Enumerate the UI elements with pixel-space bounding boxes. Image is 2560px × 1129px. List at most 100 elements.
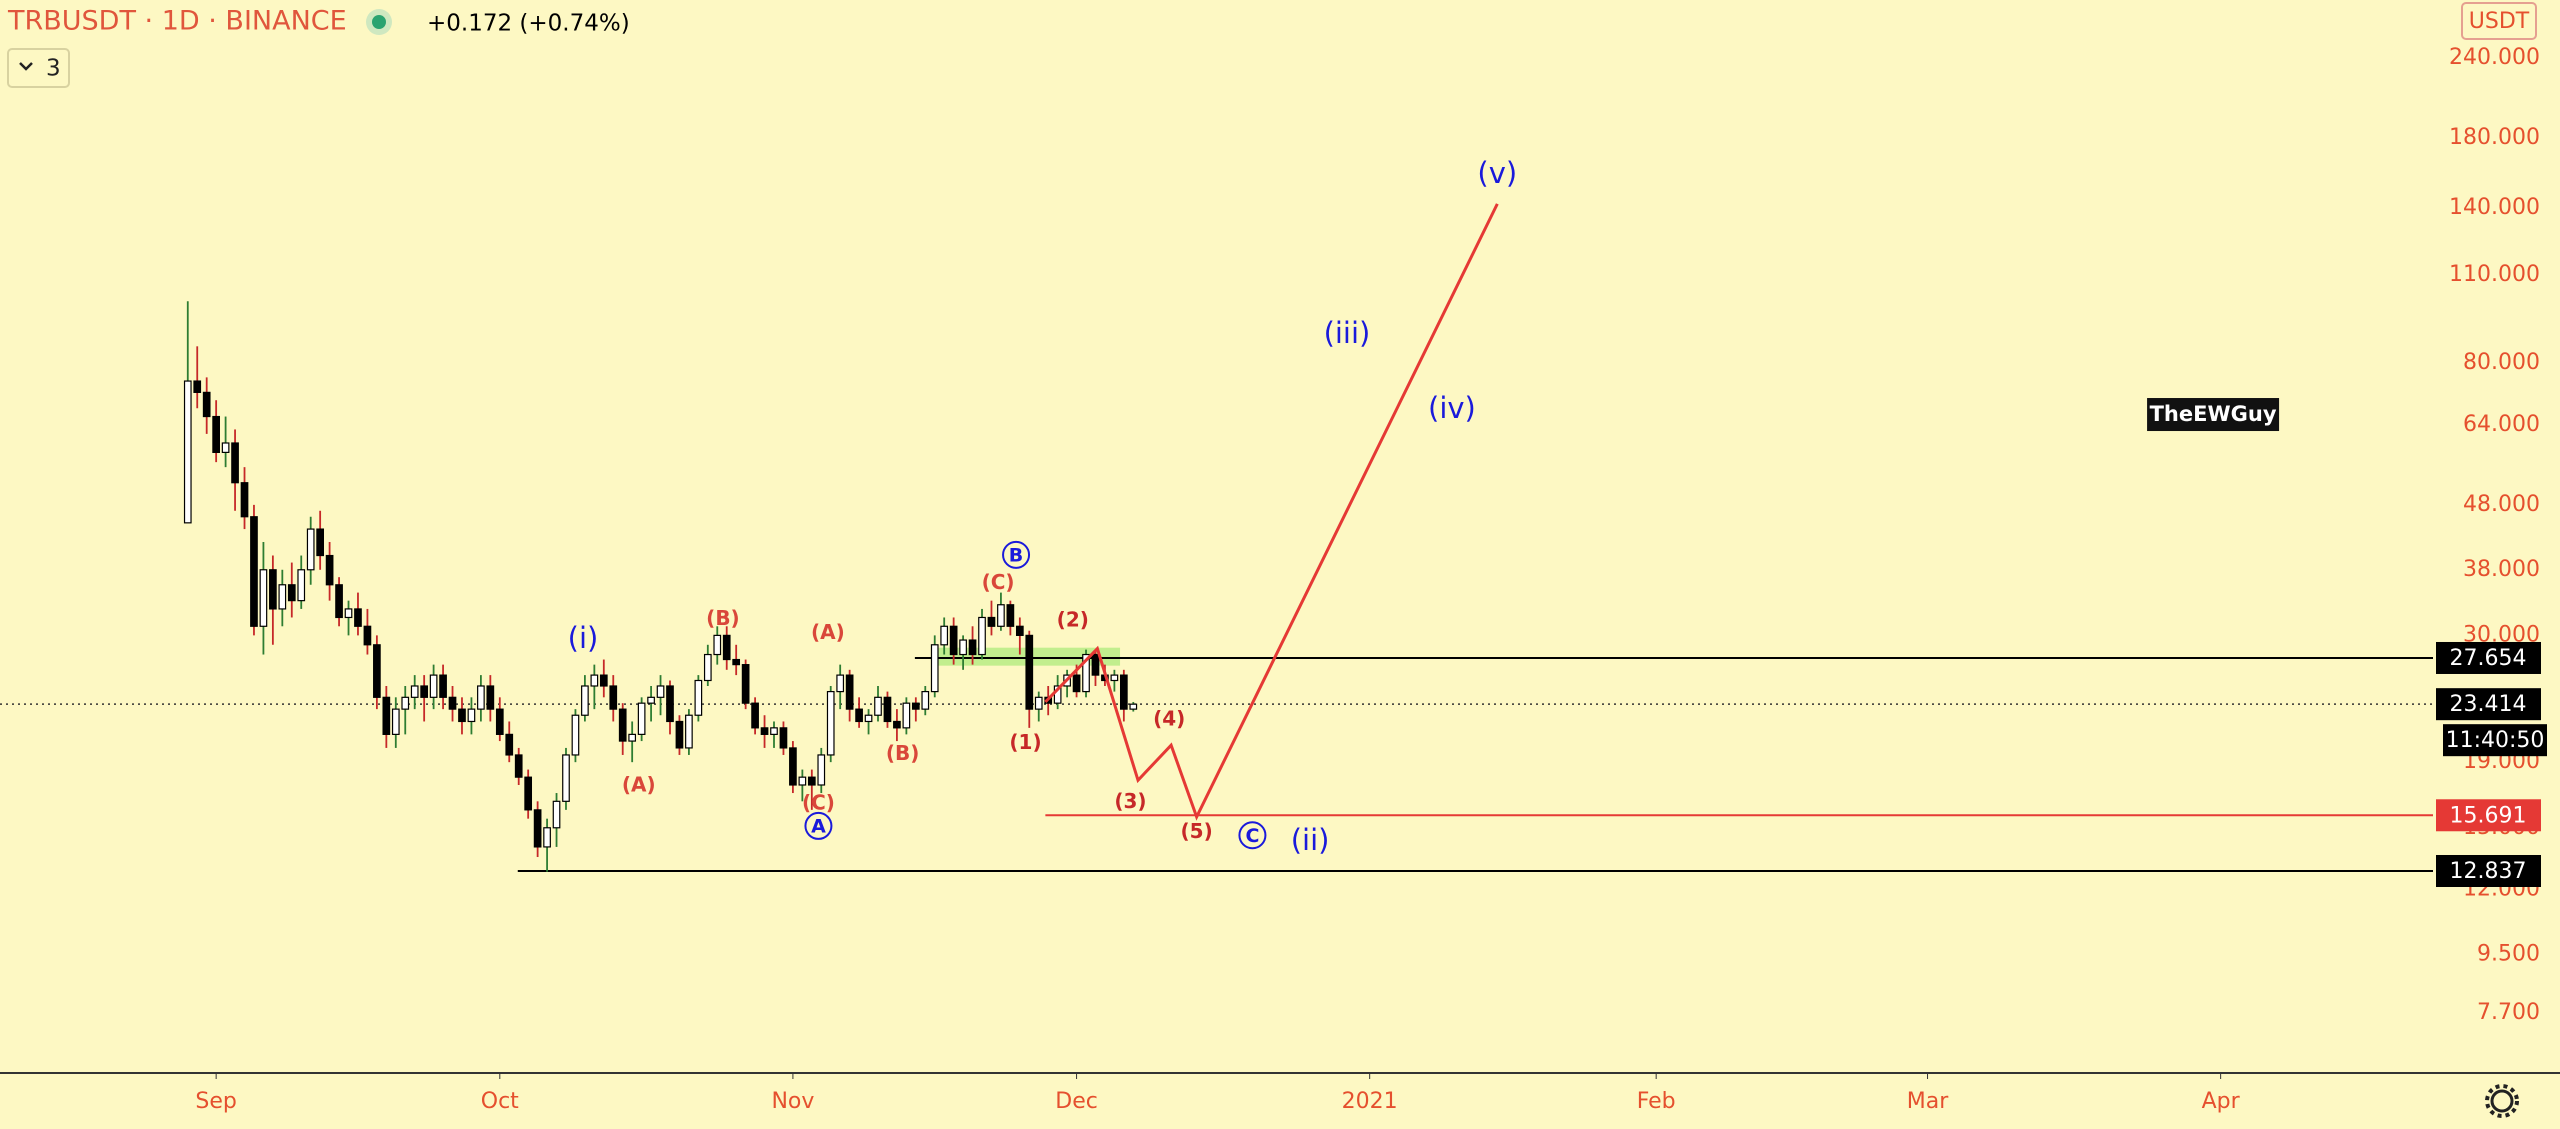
wave-label: (3) [1114, 789, 1146, 813]
y-tick-label: 80.000 [2463, 350, 2540, 375]
candle-body [259, 569, 268, 627]
last-price-label: 23.414 [2450, 692, 2527, 717]
candle-body [524, 776, 533, 811]
candle-body [297, 569, 306, 602]
wave-label: (C) [982, 570, 1015, 594]
gear-ring [2490, 1089, 2514, 1113]
candle-body [287, 584, 296, 602]
candle-body [656, 685, 665, 698]
candle-body [874, 696, 882, 716]
candle-body [978, 616, 986, 656]
candle-body [883, 696, 892, 723]
wave-label: (B) [706, 606, 740, 630]
candle-body [250, 516, 258, 627]
wave-label: (i) [568, 621, 599, 655]
candle-body [713, 634, 722, 656]
candle-body [741, 664, 750, 704]
candle-body [637, 702, 646, 735]
y-tick-label: 180.000 [2449, 125, 2540, 150]
candle-body [1006, 604, 1015, 627]
candle-body [968, 639, 977, 656]
wave-label: (C) [802, 791, 835, 815]
x-tick-label: Sep [195, 1089, 236, 1114]
settings-icon[interactable] [2485, 1084, 2519, 1118]
candle-body [391, 708, 400, 735]
candle-body [486, 685, 495, 710]
candle-body [335, 584, 343, 619]
candle-body [269, 569, 277, 610]
candle-body [685, 714, 693, 749]
price-line-label: 12.837 [2450, 859, 2527, 884]
price-line-label-box [2436, 641, 2541, 674]
candle-body [864, 714, 873, 723]
wave-label: (iv) [1428, 391, 1476, 425]
wave-label: (ii) [1291, 823, 1330, 857]
candle-body [429, 674, 438, 698]
candle-body [1110, 674, 1119, 682]
x-tick-label: Feb [1637, 1089, 1676, 1114]
candle-body [439, 674, 447, 698]
currency-box[interactable] [2461, 2, 2537, 40]
candle-body [477, 685, 485, 710]
wave-label: (5) [1181, 819, 1213, 843]
status-dot [372, 15, 386, 29]
candle-body [779, 727, 788, 749]
y-tick-label: 110.000 [2449, 262, 2540, 287]
x-tick-label: Dec [1055, 1089, 1098, 1114]
wave-label: (1) [1009, 730, 1041, 754]
author-box [2147, 398, 2280, 432]
candle-body [675, 720, 684, 749]
candle-body [410, 685, 419, 698]
candle-body [221, 442, 230, 454]
candle-body [855, 708, 863, 723]
candle-body [202, 391, 211, 418]
wave-circle [1002, 540, 1031, 569]
indicator-count: 3 [46, 56, 61, 82]
candle-body [789, 747, 797, 786]
candle-body [382, 696, 391, 735]
y-tick-label: 7.700 [2477, 1000, 2540, 1025]
candle-body [1025, 634, 1034, 710]
candle-body [448, 696, 457, 710]
candle-body [760, 727, 769, 735]
candle-body [420, 685, 429, 698]
wave-label: A [811, 815, 826, 837]
candle-body [826, 690, 835, 756]
currency-label: USDT [2469, 9, 2530, 34]
y-tick-label: 240.000 [2449, 45, 2540, 70]
candle-body [798, 776, 807, 786]
y-tick-label: 64.000 [2463, 412, 2540, 437]
chevron-icon [19, 62, 33, 71]
candle-body [628, 733, 637, 742]
candle-body [732, 658, 741, 666]
symbol-title: TRBUSDT · 1D · BINANCE [7, 6, 347, 37]
candle-body [751, 702, 759, 729]
wave-label: (4) [1153, 706, 1185, 730]
candle-body [467, 708, 476, 723]
wave-label: C [1245, 825, 1259, 847]
y-tick-label: 140.000 [2449, 195, 2540, 220]
wave-label: (B) [886, 741, 920, 765]
y-tick-label: 48.000 [2463, 492, 2540, 517]
wave-label: (A) [811, 620, 845, 644]
candle-body [316, 528, 325, 557]
candle-body [694, 679, 703, 716]
candle-body [940, 625, 949, 646]
candle-body [1034, 696, 1043, 710]
candle-body [770, 727, 778, 735]
y-tick-label: 38.000 [2463, 557, 2540, 582]
candle-body [836, 674, 845, 693]
indicator-toggle[interactable] [7, 48, 70, 88]
candle-body [666, 685, 674, 723]
candle-body [495, 708, 504, 735]
candle-body [1119, 674, 1128, 710]
candle-body [902, 702, 911, 729]
candle-body [231, 442, 239, 484]
candle-body [183, 380, 192, 524]
x-tick-label: Mar [1907, 1089, 1949, 1114]
candle-body [514, 754, 523, 778]
candle-body [959, 639, 967, 656]
candle-body [240, 482, 249, 518]
candle-body [590, 674, 599, 687]
